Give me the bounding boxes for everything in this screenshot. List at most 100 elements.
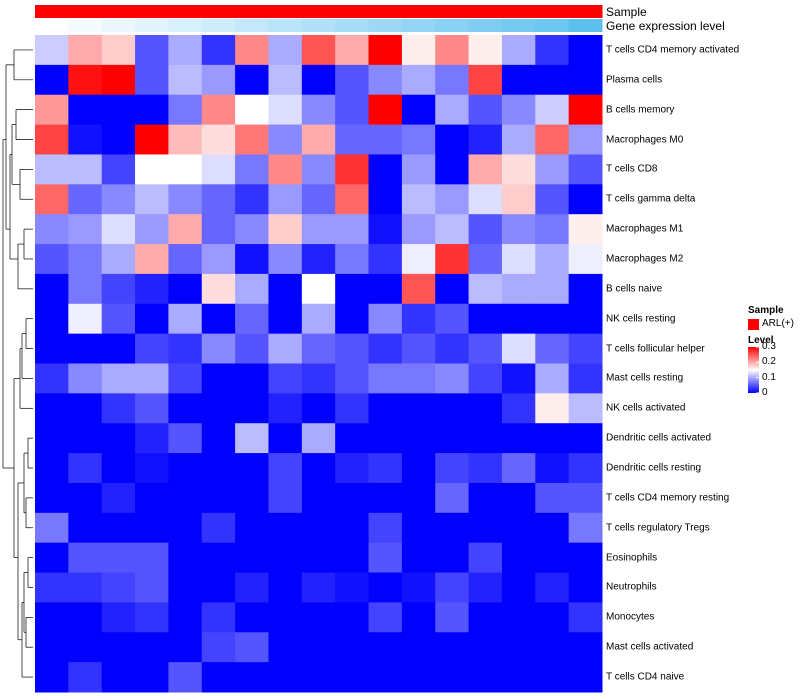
heatmap-cell [468,333,503,364]
heatmap-cell [201,512,236,544]
gene-expression-annotation-cell [368,19,403,32]
heatmap-cell [135,64,169,96]
heatmap-cell [35,393,69,424]
sample-annotation-cell [468,5,503,18]
heatmap-cell [401,35,436,66]
sample-annotation-cell [368,5,403,18]
heatmap-cell [101,184,136,215]
heatmap-cell [301,363,336,394]
heatmap-cell [568,333,603,364]
heatmap-cell [135,214,169,245]
heatmap-cell [168,64,203,96]
heatmap-cell [501,94,536,126]
sample-annotation-cell [401,5,436,18]
heatmap-cell [135,94,169,126]
heatmap-cell [301,542,336,574]
heatmap-cell [568,512,603,544]
heatmap-cell [235,572,269,603]
heatmap-cell [68,602,103,633]
heatmap-cell [201,482,236,514]
heatmap-cell [68,572,103,603]
heatmap-cell [235,124,269,155]
heatmap-cell [401,482,436,514]
heatmap-cell [301,393,336,424]
gene-expression-annotation-cell [568,19,603,32]
heatmap-cell [68,632,103,663]
row-label: Mast cells resting [606,372,684,384]
heatmap-cell [301,94,336,126]
heatmap-cell [535,632,570,663]
heatmap-cell [435,602,470,633]
heatmap-cell [268,273,303,305]
heatmap-cell [368,512,403,544]
heatmap-cell [535,363,570,394]
sample-annotation-cell [235,5,269,18]
heatmap-cell [168,214,203,245]
heatmap-cell [201,184,236,215]
heatmap-cell [501,542,536,574]
heatmap-cell [301,35,336,66]
gene-expression-annotation-cell [268,19,303,32]
heatmap-cell [135,423,169,454]
heatmap-cell [568,35,603,66]
heatmap-cell [268,512,303,544]
heatmap-cell [368,303,403,335]
heatmap-cell [401,154,436,185]
heatmap-cell [201,154,236,185]
heatmap-cell [501,423,536,454]
heatmap-cell [401,64,436,96]
heatmap-cell [135,482,169,514]
gene-expression-annotation-cell [468,19,503,32]
heatmap-cell [535,94,570,126]
heatmap-cell [201,423,236,454]
row-label: T cells CD8 [606,163,658,175]
heatmap-cell [301,184,336,215]
sample-annotation-cell [301,5,336,18]
heatmap-cell [68,214,103,245]
heatmap-cell [535,273,570,305]
heatmap-cell [268,482,303,514]
heatmap-cell [368,662,403,693]
row-label: T cells CD4 memory activated [606,44,740,56]
heatmap-cell [35,453,69,484]
heatmap-cell [435,124,470,155]
heatmap-cell [68,662,103,693]
heatmap-cell [201,214,236,245]
legend-level-tick-label: 0.1 [762,371,776,383]
heatmap-cell [568,572,603,603]
heatmap-cell [435,333,470,364]
heatmap-cell [301,602,336,633]
heatmap-cell [468,423,503,454]
heatmap-cell [435,35,470,66]
heatmap-cell [168,602,203,633]
heatmap-cell [235,512,269,544]
heatmap-cell [301,154,336,185]
heatmap-cell [101,154,136,185]
heatmap-cell [101,124,136,155]
heatmap-cell [168,393,203,424]
heatmap-cell [501,393,536,424]
heatmap-cell [35,94,69,126]
heatmap-cell [368,244,403,275]
sample-annotation-label: Sample [606,5,647,19]
heatmap-cell [35,35,69,66]
heatmap-cell [168,273,203,305]
sample-annotation-cell [101,5,136,18]
heatmap-cell [535,453,570,484]
heatmap-cell [168,333,203,364]
heatmap-cell [535,184,570,215]
heatmap-cell [501,244,536,275]
heatmap-cell [568,363,603,394]
heatmap-cell [401,94,436,126]
heatmap-cell [468,393,503,424]
heatmap-cell [301,64,336,96]
heatmap-cell [168,662,203,693]
heatmap-cell [101,393,136,424]
heatmap-cell [335,244,370,275]
heatmap-cell [168,244,203,275]
heatmap-cell [168,35,203,66]
legend-level-title: Level [748,335,774,346]
legend-sample-entry: ARL(+) [762,318,794,329]
heatmap-cell [535,124,570,155]
heatmap-cell [401,632,436,663]
